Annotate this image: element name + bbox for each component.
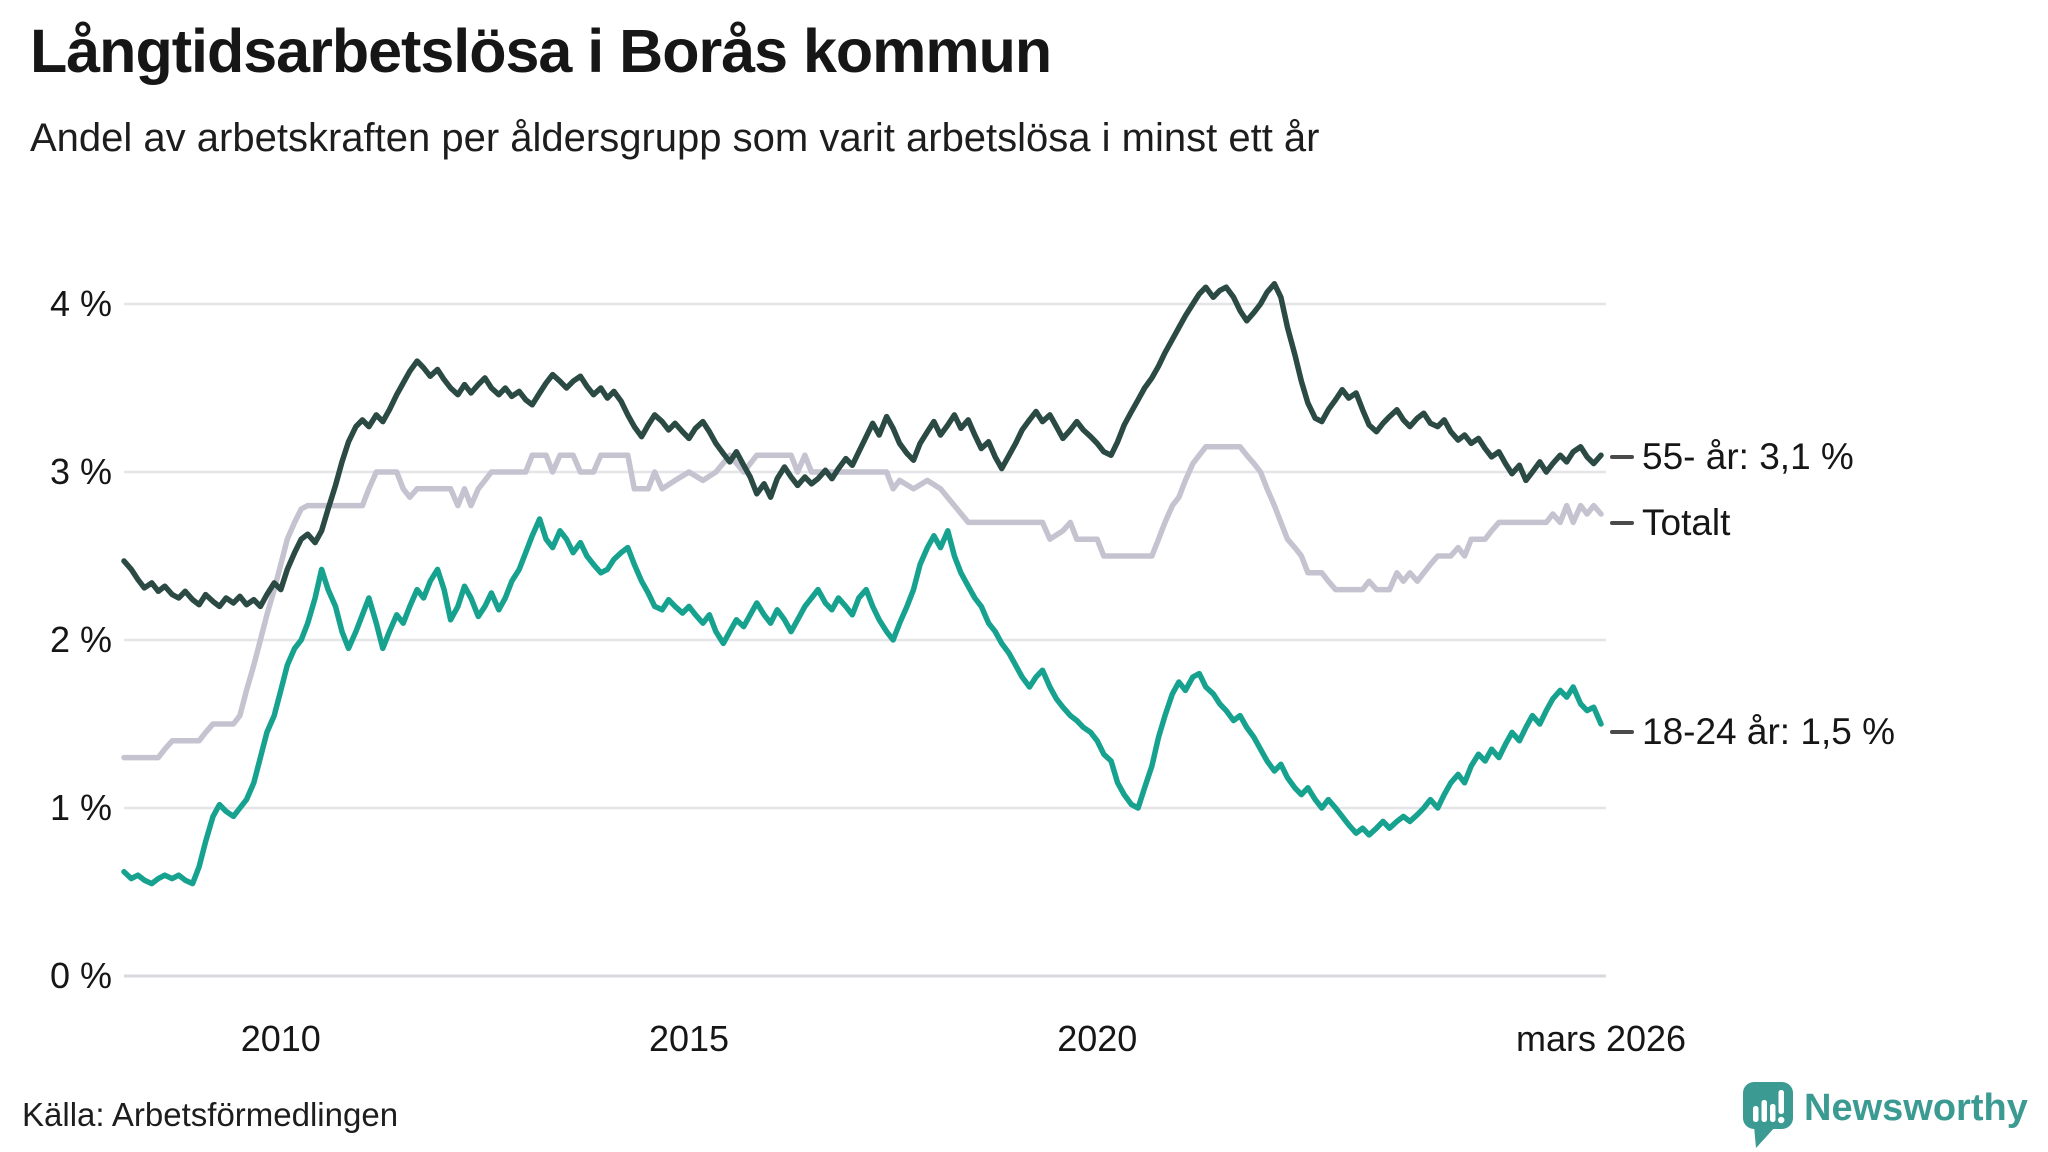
end-label-dash-18-24-ar <box>1610 730 1634 734</box>
end-label-dash-55-ar <box>1610 455 1634 460</box>
series-end-label-55-ar: 55- år: 3,1 % <box>1642 436 1854 478</box>
x-axis-tick-2020: 2020 <box>1057 1018 1138 1059</box>
newsworthy-logo: Newsworthy <box>1743 1082 2028 1148</box>
page-title: Långtidsarbetslösa i Borås kommun <box>30 17 1052 85</box>
y-axis-tick-4: 4 % <box>49 283 112 324</box>
source-note: Källa: Arbetsförmedlingen <box>22 1096 399 1133</box>
x-axis-tick-2015: 2015 <box>648 1018 730 1059</box>
series-line-18-24-ar <box>121 516 1604 887</box>
x-axis-tick-mars-2026: mars 2026 <box>1515 1018 1687 1059</box>
newsworthy-logo-bubble-icon <box>1743 1082 1793 1148</box>
newsworthy-logo-text: Newsworthy <box>1804 1087 2028 1129</box>
y-axis-tick-3: 3 % <box>49 451 112 492</box>
series-end-label-18-24-ar: 18-24 år: 1,5 % <box>1642 711 1895 752</box>
gridlines <box>124 302 1606 978</box>
page-subtitle: Andel av arbetskraften per åldersgrupp s… <box>30 116 1320 160</box>
series-end-label-totalt: Totalt <box>1642 502 1731 543</box>
end-label-dash-totalt <box>1610 521 1634 525</box>
series-line-totalt <box>121 444 1604 761</box>
y-axis-tick-2: 2 % <box>49 619 112 660</box>
x-axis-tick-2010: 2010 <box>240 1018 321 1059</box>
y-axis-tick-0: 0 % <box>49 955 112 996</box>
y-axis-tick-1: 1 % <box>49 787 112 828</box>
series-line-55-ar <box>121 281 1604 610</box>
